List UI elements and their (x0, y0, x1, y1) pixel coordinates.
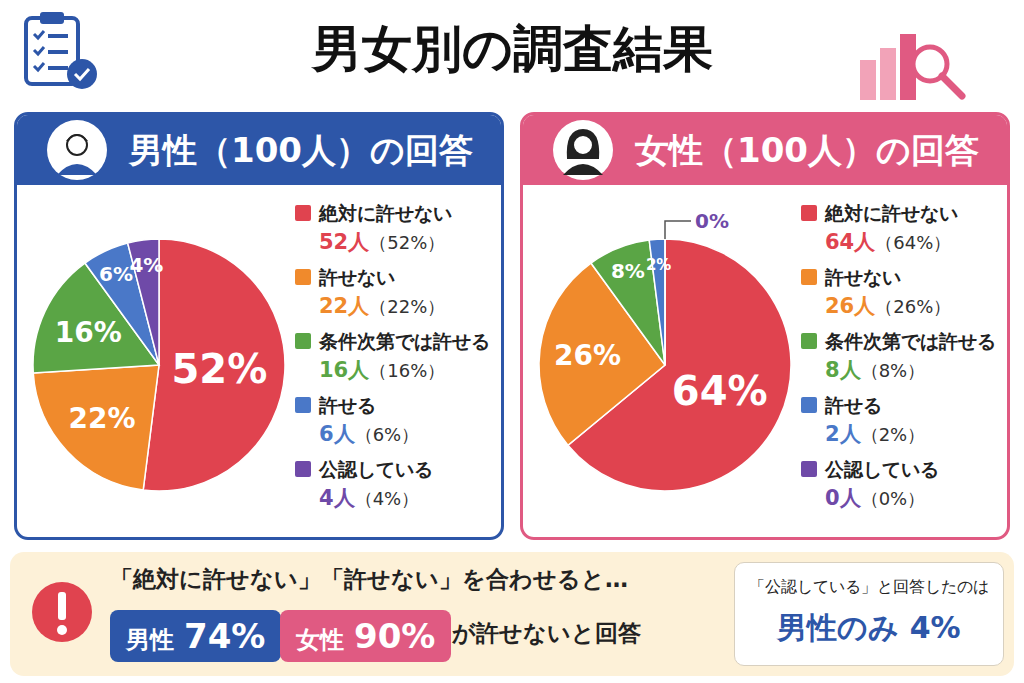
html-text:64人（64%）: 64人（64%） (825, 230, 952, 254)
html-text:男性（100人）の回答: 男性（100人）の回答 (129, 130, 473, 170)
html-text:8人（8%）: 8人（8%） (825, 358, 926, 382)
html-text:女性（100人）の回答: 女性（100人）の回答 (635, 130, 979, 170)
html-text:6人（6%）: 6人（6%） (319, 422, 420, 446)
svg-text:16%: 16% (55, 316, 122, 349)
html-text:16人（16%）: 16人（16%） (319, 358, 446, 382)
html-text:2人（2%）: 2人（2%） (825, 422, 926, 446)
html-text:が許せないと回答: が許せないと回答 (452, 620, 641, 646)
html-text:0人（0%）: 0人（0%） (825, 486, 926, 510)
html-text:「絶対に許せない」「許せない」を合わせると…: 「絶対に許せない」「許せない」を合わせると… (110, 566, 628, 592)
html-text:4人（4%）: 4人（4%） (319, 486, 420, 510)
html-text:26人（26%）: 26人（26%） (825, 294, 952, 318)
html-text:許せない: 許せない (319, 266, 395, 288)
svg-text:0%: 0% (695, 209, 729, 233)
html-text:条件次第では許せる: 条件次第では許せる (825, 330, 996, 352)
html-text:許せない: 許せない (825, 266, 901, 288)
svg-text:2%: 2% (646, 256, 671, 274)
svg-text:64%: 64% (672, 368, 768, 414)
svg-text:26%: 26% (554, 339, 621, 372)
html-text:「公認している」と回答したのは: 「公認している」と回答したのは (749, 577, 989, 596)
html-text:男性 74%: 男性 74% (126, 616, 266, 656)
svg-text:22%: 22% (69, 402, 136, 435)
html-text:許せる: 許せる (825, 394, 882, 416)
svg-text:6%: 6% (99, 262, 133, 286)
html-text:絶対に許せない: 絶対に許せない (319, 202, 452, 224)
html-text:許せる: 許せる (319, 394, 376, 416)
html-text:男女別の調査結果: 男女別の調査結果 (311, 20, 713, 78)
html-text:公認している: 公認している (825, 458, 939, 480)
svg-text:8%: 8% (611, 259, 645, 283)
html-text:男性のみ 4%: 男性のみ 4% (777, 610, 961, 645)
html-text:女性 90%: 女性 90% (296, 616, 436, 656)
html-text:公認している: 公認している (319, 458, 433, 480)
html-text:絶対に許せない: 絶対に許せない (825, 202, 958, 224)
html-text:52人（52%）: 52人（52%） (319, 230, 446, 254)
svg-text:4%: 4% (129, 253, 163, 277)
html-text:条件次第では許せる: 条件次第では許せる (319, 330, 490, 352)
html-text:22人（22%）: 22人（22%） (319, 294, 446, 318)
svg-text:52%: 52% (171, 346, 267, 392)
